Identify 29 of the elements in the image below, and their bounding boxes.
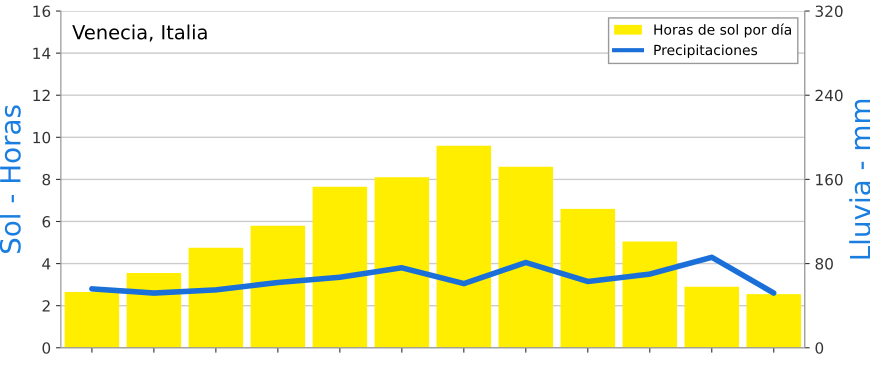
- y-tick-label: 6: [42, 216, 50, 228]
- legend-label: Horas de sol por día: [654, 24, 791, 38]
- y-tick-label: 4: [42, 258, 50, 270]
- bar: [64, 292, 120, 348]
- y-tick-label: 0: [42, 342, 50, 354]
- bar: [188, 248, 244, 348]
- text: Venecia, Italia: [72, 24, 207, 42]
- bar: [126, 273, 182, 348]
- bar: [312, 186, 368, 348]
- bar: [560, 208, 616, 348]
- bar: [374, 177, 430, 348]
- y-tick-label: 16: [33, 6, 50, 18]
- y-tick-label: 10: [33, 132, 50, 144]
- bar: [684, 286, 740, 348]
- bar: [746, 294, 802, 348]
- bar: [250, 226, 306, 348]
- y-tick-label: 12: [33, 90, 50, 102]
- y2-tick-label: 80: [816, 258, 833, 270]
- bar: [498, 166, 554, 348]
- y-tick-label: 2: [42, 300, 50, 312]
- y2-tick-label: 240: [816, 90, 843, 102]
- y-tick-label: 8: [42, 174, 50, 186]
- bar: [436, 146, 492, 348]
- bar: [622, 241, 678, 348]
- y2-tick-label: 320: [816, 6, 843, 18]
- y2-tick-label: 160: [816, 174, 843, 186]
- y-tick-label: 14: [33, 48, 50, 59]
- y2-tick-label: 0: [815, 342, 824, 354]
- legend-label: Precipitaciones: [654, 44, 758, 58]
